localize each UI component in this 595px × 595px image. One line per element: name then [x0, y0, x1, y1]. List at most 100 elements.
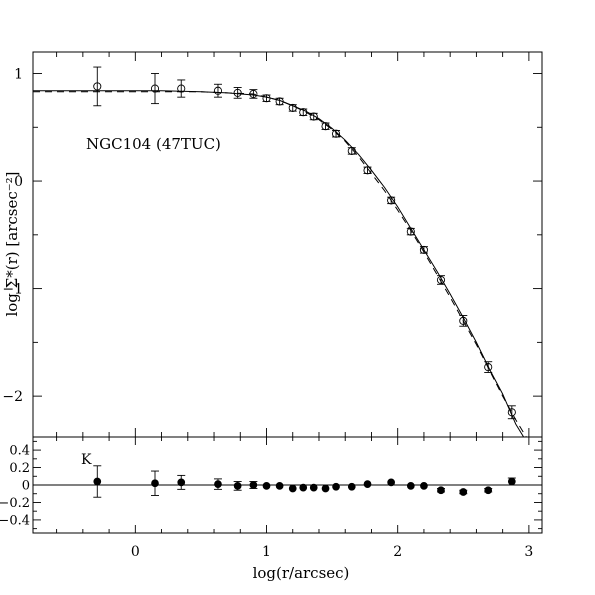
profile-data-point: [387, 196, 396, 205]
profile-data-point: [331, 129, 341, 138]
filled-circle-marker: [262, 482, 271, 490]
residual-data-point: [233, 481, 242, 491]
filled-circle-marker: [406, 482, 415, 490]
y-tick-label: −0.4: [0, 513, 30, 528]
profile-annotation: NGC104 (47TUC): [86, 135, 221, 153]
open-circle-marker: [275, 97, 284, 106]
y-tick-label: 0.2: [9, 461, 30, 476]
profile-data-point: [262, 94, 271, 103]
open-circle-marker: [213, 86, 223, 95]
filled-circle-marker: [347, 482, 356, 491]
y-tick-label: 0: [22, 479, 30, 494]
profile-data-point: [507, 405, 516, 420]
residual-data-point: [459, 488, 468, 496]
profile-data-point: [233, 87, 242, 99]
filled-circle-marker: [363, 480, 372, 488]
filled-circle-marker: [177, 478, 186, 487]
filled-circle-marker: [151, 479, 159, 488]
residuals-annotation: K: [81, 452, 92, 468]
open-circle-marker: [249, 89, 258, 98]
y-tick-label: −1: [2, 282, 23, 298]
residuals-ticks: [33, 437, 542, 533]
profile-data-point: [459, 315, 468, 327]
residual-data-point: [275, 482, 284, 490]
residual-data-point: [288, 484, 297, 493]
residual-data-point: [363, 480, 372, 488]
residual-data-point: [484, 486, 493, 495]
profile-panel: 1 0 −1 −2 NGC104 (47TUC) log Σ*(r) [arcsec⁻…: [2, 51, 543, 438]
y-tick-label: −2: [2, 389, 23, 405]
open-circle-marker: [459, 316, 468, 325]
residual-data-point: [436, 486, 445, 495]
profile-data-points: [93, 66, 516, 420]
residual-data-point: [262, 482, 271, 490]
profile-y-tick-labels: 1 0 −1 −2: [2, 67, 23, 406]
filled-circle-marker: [332, 482, 340, 491]
profile-data-point: [419, 245, 428, 254]
open-circle-marker: [177, 84, 186, 93]
residual-data-point: [213, 478, 222, 490]
filled-circle-marker: [299, 483, 308, 492]
residual-data-point: [420, 482, 428, 490]
profile-y-axis-label: log Σ*(r) [arcsec⁻²]: [3, 171, 21, 316]
open-circle-marker: [363, 166, 372, 175]
open-circle-marker: [331, 129, 341, 138]
x-tick-label: 0: [131, 544, 140, 560]
residual-data-point: [93, 465, 102, 498]
x-tick-label: 3: [524, 544, 533, 560]
open-circle-marker: [309, 112, 318, 121]
filled-circle-marker: [288, 484, 297, 493]
king-model-solid-curve: [33, 90, 525, 438]
filled-circle-marker: [275, 482, 284, 490]
residual-data-point: [347, 482, 356, 491]
residual-data-point: [249, 481, 258, 489]
residual-data-point: [299, 483, 308, 492]
open-circle-marker: [507, 408, 516, 417]
profile-data-point: [249, 89, 258, 99]
profile-ticks: [33, 52, 542, 437]
open-circle-marker: [288, 103, 297, 112]
residual-data-point: [177, 474, 186, 490]
open-circle-marker: [387, 196, 396, 205]
x-tick-label: 1: [262, 544, 271, 560]
profile-data-point: [321, 122, 330, 131]
filled-circle-marker: [214, 480, 222, 488]
comparison-model-dashed-curve: [33, 91, 527, 438]
residual-data-point: [151, 470, 160, 496]
open-circle-marker: [93, 82, 102, 91]
open-circle-marker: [321, 122, 330, 131]
filled-circle-marker: [233, 482, 242, 490]
filled-circle-marker: [507, 477, 516, 486]
residual-data-point: [321, 484, 330, 493]
open-circle-marker: [299, 108, 308, 117]
residual-data-point: [507, 477, 516, 486]
y-tick-label: 0.4: [9, 444, 30, 459]
profile-data-point: [309, 112, 318, 121]
profile-data-point: [275, 97, 284, 106]
filled-circle-marker: [484, 486, 493, 495]
residual-data-point: [406, 482, 415, 490]
open-circle-marker: [419, 245, 428, 254]
y-tick-label: 0: [14, 174, 23, 190]
filled-circle-marker: [249, 481, 258, 489]
profile-data-point: [288, 103, 297, 112]
open-circle-marker: [347, 146, 356, 155]
filled-circle-marker: [437, 486, 445, 495]
open-circle-marker: [406, 227, 415, 236]
x-axis-label: log(r/arcsec): [253, 564, 350, 582]
open-circle-marker: [233, 88, 242, 97]
filled-circle-marker: [387, 478, 395, 487]
residual-data-point: [309, 483, 318, 492]
residuals-panel: 0.4 0.2 0 −0.2 −0.4 0 1 2 3 K log(r/arcsec): [0, 436, 543, 582]
residuals-data-points: [93, 465, 516, 498]
filled-circle-marker: [459, 488, 468, 496]
filled-circle-marker: [321, 484, 330, 493]
x-tick-label: 2: [393, 544, 402, 560]
profile-data-point: [363, 166, 372, 175]
open-circle-marker: [150, 84, 160, 93]
profile-data-point: [213, 83, 223, 98]
residual-data-point: [387, 478, 395, 487]
x-tick-labels: 0 1 2 3: [131, 544, 533, 560]
profile-data-point: [484, 361, 493, 373]
